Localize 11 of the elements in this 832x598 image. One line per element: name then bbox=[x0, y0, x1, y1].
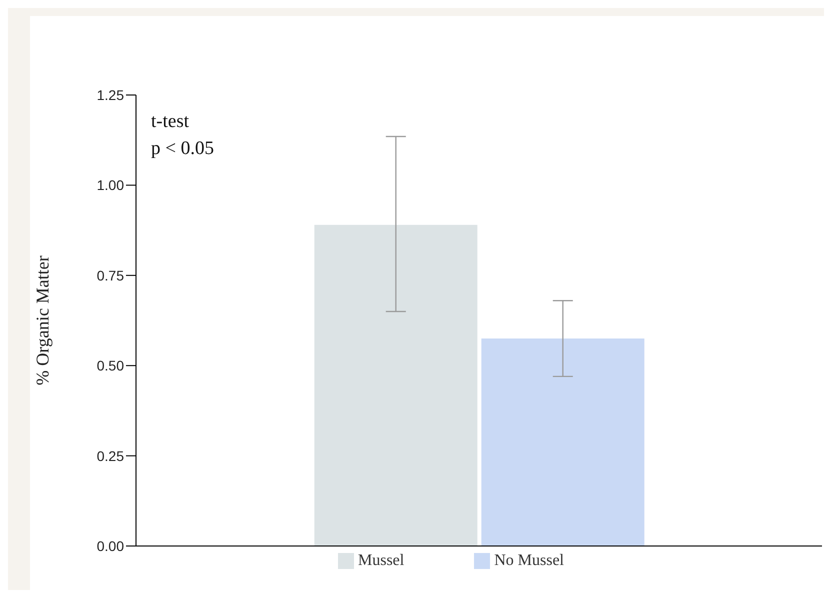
annotation: t-test bbox=[151, 110, 190, 134]
legend-label: No Mussel bbox=[494, 552, 564, 569]
y-tick-label: 1.25 bbox=[96, 86, 124, 103]
y-tick-label: 0.75 bbox=[96, 267, 124, 284]
y-axis-title: % Organic Matter bbox=[32, 256, 52, 386]
y-tick-label: 1.00 bbox=[96, 177, 124, 194]
y-tick-label: 0.00 bbox=[96, 538, 124, 554]
y-tick-label: 0.25 bbox=[96, 448, 124, 464]
legend-label: Mussel bbox=[358, 552, 404, 569]
y-tick-label: 0.50 bbox=[96, 358, 124, 374]
annotation: p < 0.05 bbox=[151, 137, 214, 161]
